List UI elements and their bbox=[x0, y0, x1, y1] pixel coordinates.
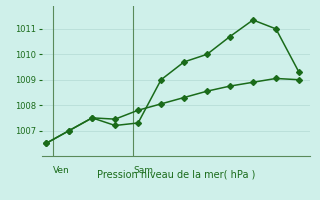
Text: Sam: Sam bbox=[133, 166, 154, 175]
X-axis label: Pression niveau de la mer( hPa ): Pression niveau de la mer( hPa ) bbox=[97, 170, 255, 180]
Text: Ven: Ven bbox=[53, 166, 70, 175]
